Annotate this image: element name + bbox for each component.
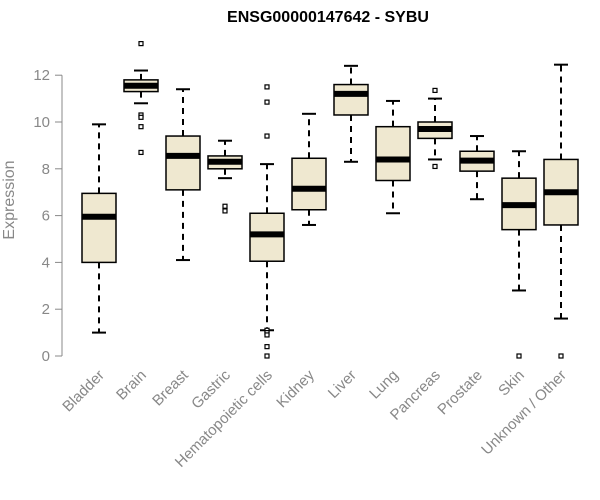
iqr-box: [333, 83, 369, 116]
box-skin: [501, 150, 537, 359]
y-tick-label: 2: [42, 301, 50, 318]
outlier-point: [138, 149, 144, 156]
outlier-point: [264, 84, 270, 90]
y-axis-label: Expression: [1, 160, 18, 239]
outlier-point: [138, 124, 144, 130]
iqr-box: [291, 157, 327, 211]
box-brain: [123, 41, 159, 156]
x-tick-label: Liver: [325, 367, 360, 402]
box-gastric: [207, 139, 243, 214]
box-lung: [375, 99, 411, 215]
outlier-point: [138, 114, 144, 120]
outlier-point: [222, 203, 228, 209]
y-tick-label: 8: [42, 161, 50, 178]
iqr-box: [165, 135, 201, 191]
x-tick-label: Breast: [149, 366, 192, 409]
y-tick-label: 0: [42, 348, 50, 365]
boxes-group: [81, 41, 579, 359]
x-tick-label: Lung: [366, 367, 402, 403]
x-tick-label: Prostate: [434, 367, 486, 419]
box-hematopoietic-cells: [249, 84, 285, 359]
y-tick-label: 10: [33, 114, 50, 131]
iqr-box: [81, 192, 117, 264]
box-bladder: [81, 123, 117, 334]
y-tick-label: 12: [33, 67, 50, 84]
outlier-point: [516, 353, 522, 359]
box-unknown-other: [543, 63, 579, 359]
x-tick-label: Brain: [113, 367, 150, 404]
outlier-point: [264, 353, 270, 359]
box-prostate: [459, 135, 495, 201]
iqr-box: [375, 125, 411, 182]
chart-title: ENSG00000147642 - SYBU: [227, 9, 429, 26]
x-tick-label: Skin: [495, 367, 528, 400]
x-tick-label: Bladder: [59, 367, 108, 416]
outlier-point: [264, 344, 270, 350]
y-tick-label: 6: [42, 208, 50, 225]
outlier-point: [264, 332, 270, 338]
outlier-point: [138, 41, 144, 47]
outlier-point: [432, 87, 438, 94]
box-breast: [165, 88, 201, 262]
outlier-point: [558, 353, 564, 359]
outlier-point: [264, 99, 270, 105]
outlier-point: [264, 133, 270, 139]
box-liver: [333, 64, 369, 163]
y-tick-label: 4: [42, 254, 50, 271]
box-kidney: [291, 112, 327, 226]
x-tick-label: Kidney: [273, 366, 318, 411]
y-axis: 0 2 4 6 8 10 12: [33, 67, 63, 365]
box-pancreas: [417, 87, 453, 170]
outlier-point: [222, 208, 228, 214]
outlier-point: [432, 163, 438, 170]
